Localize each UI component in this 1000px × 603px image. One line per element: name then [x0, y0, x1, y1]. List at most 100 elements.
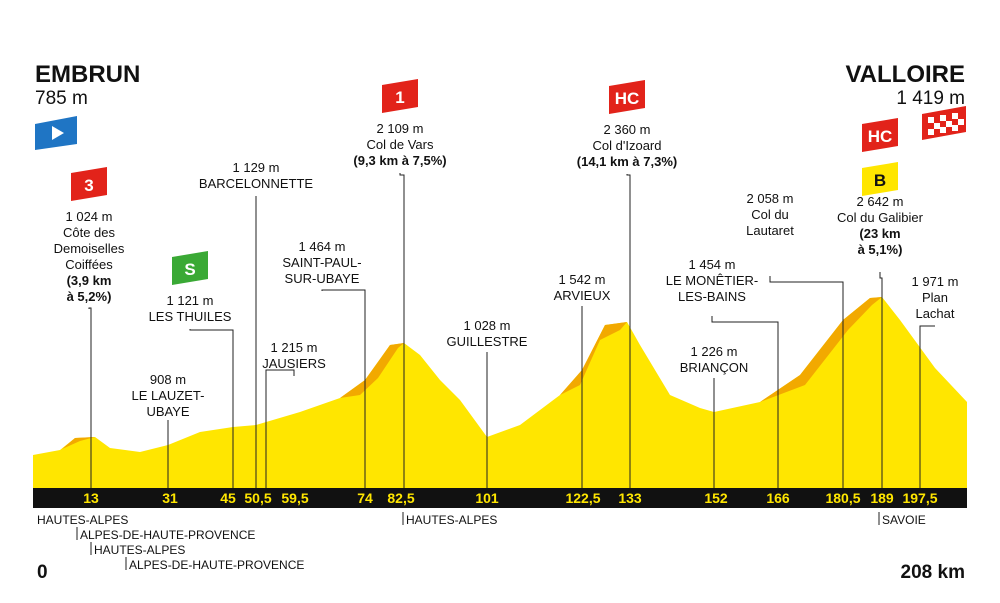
point-label: 2 642 m: [857, 194, 904, 209]
km-mark: 45: [220, 490, 236, 506]
category-badge: [609, 80, 645, 114]
point-label: Col d'Izoard: [593, 138, 662, 153]
point-label: SAINT-PAUL-: [282, 255, 361, 270]
climb-shade: [760, 297, 882, 402]
km-mark: 13: [83, 490, 99, 506]
leader-line: [769, 276, 844, 488]
finish-km: 208 km: [901, 562, 965, 583]
km-mark: 197,5: [902, 490, 937, 506]
point-label: Col du: [751, 207, 789, 222]
climb-shade: [560, 322, 627, 395]
bonus-badge: [862, 162, 898, 196]
km-mark: 59,5: [281, 490, 308, 506]
point-label: Lachat: [915, 306, 954, 321]
point-label: Plan: [922, 290, 948, 305]
km-mark: 101: [475, 490, 499, 506]
leader-line: [189, 329, 234, 488]
region-label: HAUTES-ALPES: [37, 513, 128, 527]
km-mark: 31: [162, 490, 178, 506]
point-label: 1 226 m: [691, 344, 738, 359]
start-name: EMBRUN: [35, 61, 140, 88]
point-label: Col de Vars: [367, 137, 434, 152]
point-label: 1 464 m: [299, 239, 346, 254]
point-label: 1 129 m: [233, 160, 280, 175]
leader-line: [626, 174, 631, 488]
km-mark: 74: [357, 490, 373, 506]
point-label: BARCELONNETTE: [199, 176, 313, 191]
climb-shade: [340, 343, 404, 398]
leader-line: [919, 325, 935, 488]
km-mark: 82,5: [387, 490, 414, 506]
region-label: ALPES-DE-HAUTE-PROVENCE: [80, 528, 255, 542]
km-mark: 189: [870, 490, 894, 506]
finish-altitude: 1 419 m: [896, 88, 965, 109]
region-label: HAUTES-ALPES: [406, 513, 497, 527]
category-badge: [71, 167, 107, 201]
bonus-label: B: [874, 171, 886, 190]
point-label: LE LAUZET-: [132, 388, 205, 403]
climb-stats: à 5,2%): [67, 289, 112, 304]
climb-stats: (3,9 km: [67, 273, 112, 288]
finish-name: VALLOIRE: [845, 61, 965, 88]
region-separators: [76, 512, 880, 570]
point-label: ARVIEUX: [554, 288, 611, 303]
leader-line: [399, 173, 405, 488]
point-label: Col du Galibier: [837, 210, 924, 225]
point-label: 908 m: [150, 372, 186, 387]
point-label: 1 024 m: [66, 209, 113, 224]
point-label: LES-BAINS: [678, 289, 746, 304]
leader-line: [879, 272, 883, 488]
category-badge: [862, 118, 898, 152]
start-arrow: [52, 126, 64, 140]
point-label: 2 058 m: [747, 191, 794, 206]
category-badge: [382, 79, 418, 113]
category-badge: [172, 251, 208, 285]
km-mark: 166: [766, 490, 790, 506]
point-label: GUILLESTRE: [447, 334, 528, 349]
climb-stats: (14,1 km à 7,3%): [577, 154, 677, 169]
region-label: SAVOIE: [882, 513, 926, 527]
climb-stats: à 5,1%): [858, 242, 903, 257]
point-label: Lautaret: [746, 223, 794, 238]
km-mark: 152: [704, 490, 728, 506]
start-km: 0: [37, 562, 48, 583]
category-label: S: [184, 260, 195, 279]
point-label: 1 542 m: [559, 272, 606, 287]
finish-flag: [922, 106, 966, 140]
point-label: Coiffées: [65, 257, 113, 272]
km-mark: 50,5: [244, 490, 271, 506]
point-label: 1 215 m: [271, 340, 318, 355]
point-label: Demoiselles: [54, 241, 125, 256]
leader-line: [265, 369, 295, 488]
point-label: 2 109 m: [377, 121, 424, 136]
climb-stats: (23 km: [859, 226, 900, 241]
region-label: ALPES-DE-HAUTE-PROVENCE: [129, 558, 304, 572]
point-label: UBAYE: [146, 404, 189, 419]
point-label: Côte des: [63, 225, 116, 240]
km-mark: 180,5: [825, 490, 860, 506]
point-label: LE MONÊTIER-: [666, 273, 758, 288]
start-altitude: 785 m: [35, 88, 88, 109]
point-label: JAUSIERS: [262, 356, 326, 371]
region-label: HAUTES-ALPES: [94, 543, 185, 557]
category-label: 1: [395, 88, 404, 107]
leader-line: [321, 289, 366, 488]
point-label: 1 121 m: [167, 293, 214, 308]
point-label: SUR-UBAYE: [285, 271, 360, 286]
point-label: 1 454 m: [689, 257, 736, 272]
km-bar: [33, 488, 967, 508]
leader-line: [711, 316, 779, 488]
climb-shade: [62, 437, 95, 449]
point-label: LES THUILES: [149, 309, 232, 324]
category-label: 3: [84, 176, 93, 195]
category-label: HC: [868, 127, 893, 146]
climb-stats: (9,3 km à 7,5%): [353, 153, 446, 168]
point-label: 1 028 m: [464, 318, 511, 333]
point-label: 2 360 m: [604, 122, 651, 137]
point-label: BRIANÇON: [680, 360, 749, 375]
leader-line: [88, 307, 92, 488]
km-mark: 133: [618, 490, 642, 506]
km-mark: 122,5: [565, 490, 600, 506]
point-label: 1 971 m: [912, 274, 959, 289]
